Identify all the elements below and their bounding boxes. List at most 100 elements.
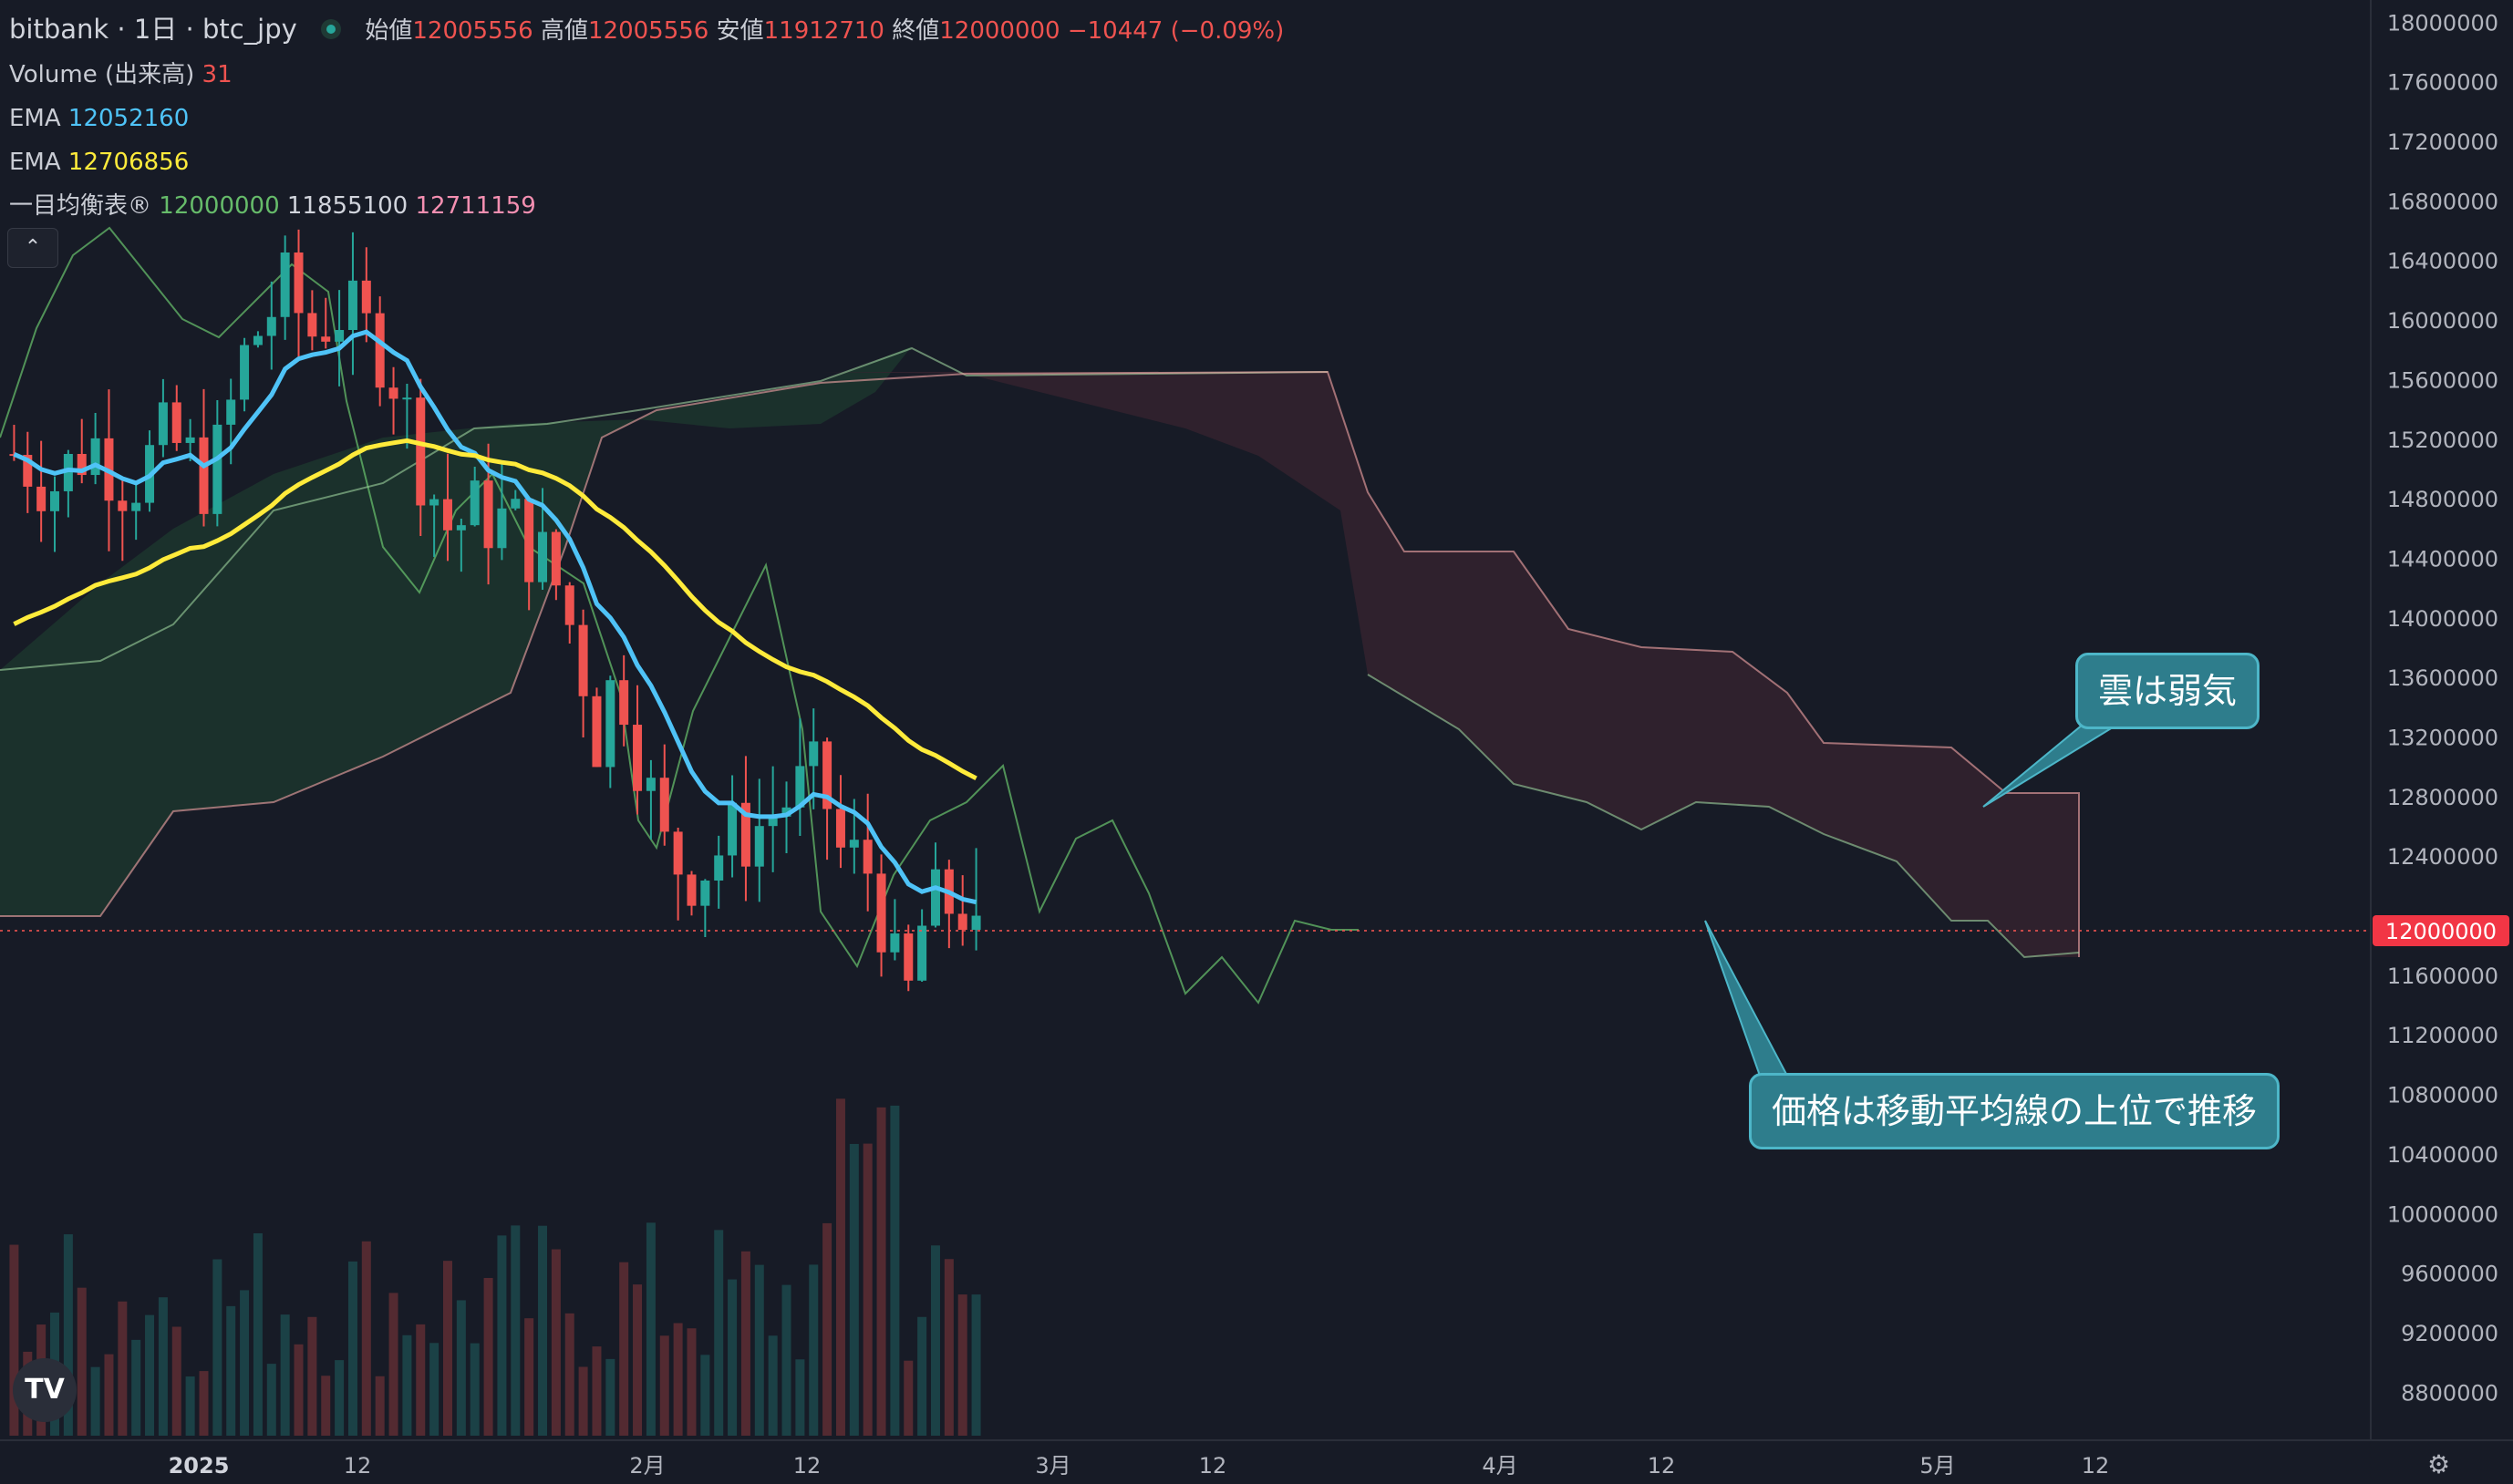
candle-body: [700, 881, 710, 906]
candle-body: [890, 933, 900, 953]
y-tick-label: 13600000: [2387, 665, 2498, 691]
volume-bar: [646, 1222, 656, 1436]
volume-bar: [416, 1324, 426, 1436]
y-tick-label: 15200000: [2387, 428, 2498, 453]
volume-bar: [633, 1284, 643, 1436]
candle-body: [347, 280, 357, 331]
volume-bar: [429, 1343, 440, 1436]
x-tick-label: 12: [1199, 1453, 1227, 1479]
volume-bar: [280, 1314, 290, 1436]
volume-bar: [944, 1259, 954, 1436]
close-value: 12000000: [939, 17, 1060, 45]
volume-bar: [171, 1326, 181, 1436]
candle-body: [957, 913, 967, 931]
high-value: 12005556: [587, 17, 709, 45]
volume-bar: [687, 1328, 697, 1436]
volume-bar: [212, 1259, 222, 1436]
ema-fast-row[interactable]: EMA 12052160: [9, 97, 1284, 140]
y-tick-label: 15600000: [2387, 367, 2498, 393]
candle-body: [971, 915, 981, 931]
candle-body: [768, 816, 778, 827]
volume-bar: [781, 1284, 791, 1436]
candle-body: [578, 624, 588, 696]
candle-body: [849, 840, 859, 848]
volume-bar: [849, 1143, 859, 1436]
candle-body: [687, 874, 697, 906]
candle-body: [361, 280, 371, 314]
volume-bar: [118, 1301, 128, 1436]
y-tick-label: 12400000: [2387, 844, 2498, 870]
volume-label: Volume (出来高): [9, 61, 195, 88]
candle-body: [822, 741, 832, 809]
ema-slow-row[interactable]: EMA 12706856: [9, 140, 1284, 184]
y-tick-label: 11600000: [2387, 964, 2498, 989]
candle-body: [470, 480, 480, 526]
volume-bar: [131, 1339, 141, 1436]
volume-bar: [592, 1346, 602, 1436]
close-label: 終値: [892, 17, 940, 45]
volume-bar: [740, 1251, 750, 1436]
volume-bar: [456, 1300, 466, 1436]
open-value: 12005556: [412, 17, 533, 45]
volume-bar: [564, 1313, 574, 1436]
volume-bar: [809, 1264, 819, 1436]
low-label: 安値: [716, 17, 764, 45]
volume-bar: [294, 1344, 304, 1436]
ichimoku-value-3: 12711159: [415, 192, 536, 220]
candle-body: [728, 802, 738, 856]
volume-bar: [240, 1290, 250, 1436]
candle-body: [294, 252, 304, 314]
candle-body: [335, 330, 345, 342]
candle-body: [442, 499, 452, 531]
tradingview-logo[interactable]: TV: [13, 1358, 77, 1422]
candle-body: [633, 725, 643, 791]
gear-icon[interactable]: ⚙: [2427, 1449, 2451, 1479]
price-callout-pointer: [1704, 920, 1789, 1077]
candle-body: [551, 531, 561, 586]
volume-bar: [904, 1360, 914, 1436]
y-tick-label: 14800000: [2387, 487, 2498, 512]
y-tick-label: 18000000: [2387, 10, 2498, 36]
volume-bar: [754, 1264, 764, 1436]
candle-body: [524, 499, 534, 582]
candle-body: [280, 252, 290, 317]
current-price-tag: [2373, 915, 2509, 946]
time-axis: 2025 12 2月 12 3月 12 4月 12 5月 12: [169, 1453, 2110, 1479]
volume-bar: [700, 1355, 710, 1436]
ichimoku-lagging-span: [0, 226, 1359, 1005]
candle-body: [781, 807, 791, 817]
candle-body: [904, 933, 914, 981]
candle-body: [592, 696, 602, 768]
collapse-legend-button[interactable]: ⌃: [7, 228, 58, 268]
volume-bar: [347, 1261, 357, 1436]
volume-bar: [497, 1235, 507, 1436]
candle-body: [605, 680, 615, 768]
volume-bar: [876, 1107, 886, 1436]
candle-body: [673, 831, 683, 875]
candle-body: [77, 453, 87, 476]
volume-bar: [605, 1358, 615, 1436]
volume-bar: [917, 1316, 927, 1436]
ichimoku-row[interactable]: 一目均衡表® 12000000 11855100 12711159: [9, 184, 1284, 228]
volume-bar: [957, 1294, 967, 1436]
ichimoku-value-1: 12000000: [159, 192, 280, 220]
volume-bar: [388, 1293, 398, 1436]
candle-body: [754, 826, 764, 867]
current-price-tag-label: 12000000: [2385, 919, 2497, 944]
candle-body: [118, 500, 128, 511]
symbol-title[interactable]: bitbank · 1日 · btc_jpy: [9, 14, 297, 45]
candle-body: [483, 480, 493, 549]
candle-body: [240, 345, 250, 400]
candle-body: [917, 925, 927, 981]
volume-row[interactable]: Volume (出来高) 31: [9, 53, 1284, 97]
volume-bar: [551, 1249, 561, 1436]
candle-body: [226, 399, 236, 425]
open-label: 始値: [365, 17, 413, 45]
candle-body: [212, 424, 222, 514]
candle-body: [835, 809, 845, 848]
candle-body: [63, 453, 73, 491]
x-tick-label: 5月: [1919, 1453, 1955, 1479]
volume-bar: [971, 1294, 981, 1436]
volume-bar: [930, 1245, 940, 1436]
